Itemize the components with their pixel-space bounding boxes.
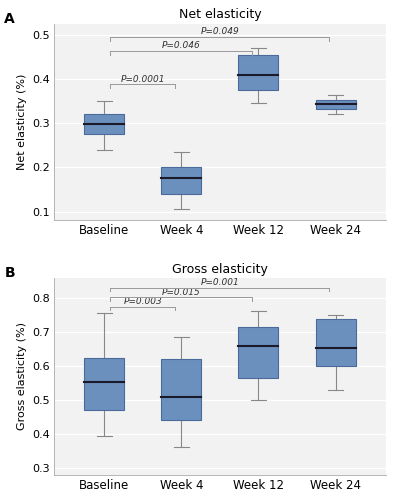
Text: P=0.046: P=0.046 bbox=[162, 42, 201, 50]
Bar bbox=[238, 327, 279, 378]
Text: P=0.0001: P=0.0001 bbox=[121, 74, 165, 84]
Bar bbox=[316, 100, 356, 108]
Bar bbox=[161, 360, 201, 420]
Bar bbox=[161, 168, 201, 194]
Bar bbox=[84, 114, 124, 134]
Y-axis label: Gross elasticity (%): Gross elasticity (%) bbox=[17, 322, 27, 430]
Bar bbox=[316, 318, 356, 366]
Bar bbox=[238, 55, 279, 90]
Text: P=0.015: P=0.015 bbox=[162, 288, 201, 296]
Title: Gross elasticity: Gross elasticity bbox=[172, 262, 268, 276]
Bar bbox=[84, 358, 124, 410]
Y-axis label: Net elasticity (%): Net elasticity (%) bbox=[17, 74, 27, 170]
Text: B: B bbox=[4, 266, 15, 280]
Text: P=0.001: P=0.001 bbox=[201, 278, 239, 287]
Text: A: A bbox=[4, 12, 15, 26]
Title: Net elasticity: Net elasticity bbox=[178, 8, 261, 22]
Text: P=0.049: P=0.049 bbox=[201, 28, 239, 36]
Text: P=0.003: P=0.003 bbox=[123, 297, 162, 306]
